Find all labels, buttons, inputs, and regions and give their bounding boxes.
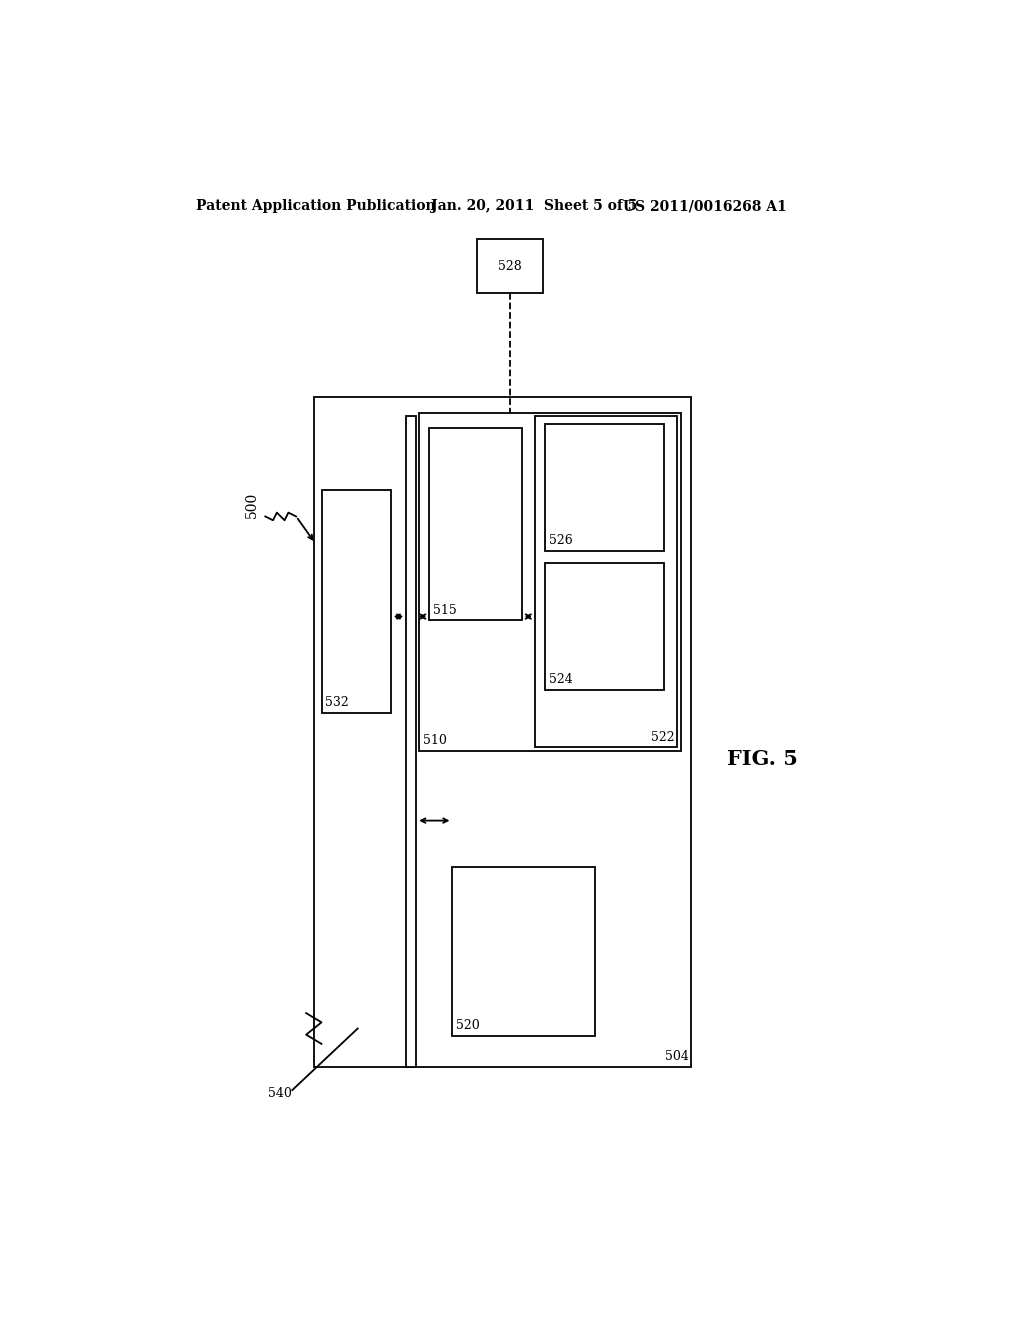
Bar	[313, 397, 691, 1067]
Bar	[545, 562, 665, 689]
Text: US 2011/0016268 A1: US 2011/0016268 A1	[624, 199, 787, 213]
Text: 515: 515	[433, 603, 457, 616]
Text: 522: 522	[651, 730, 675, 743]
Text: 524: 524	[549, 673, 572, 686]
Bar	[535, 416, 677, 747]
Text: Patent Application Publication: Patent Application Publication	[196, 199, 435, 213]
Text: 528: 528	[498, 260, 521, 273]
Text: 510: 510	[423, 734, 447, 747]
Bar	[477, 239, 543, 293]
Text: Jan. 20, 2011  Sheet 5 of 5: Jan. 20, 2011 Sheet 5 of 5	[431, 199, 637, 213]
Text: 532: 532	[326, 696, 349, 709]
Bar	[429, 428, 521, 620]
Text: 520: 520	[457, 1019, 480, 1032]
Text: 526: 526	[549, 535, 572, 548]
Bar	[545, 424, 665, 552]
Bar	[453, 867, 595, 1036]
Bar	[322, 490, 391, 713]
Text: FIG. 5: FIG. 5	[726, 748, 798, 770]
Bar	[407, 416, 416, 1067]
Text: 540: 540	[267, 1088, 292, 1101]
Text: 500: 500	[245, 492, 258, 517]
Bar	[419, 412, 681, 751]
Text: 504: 504	[665, 1051, 689, 1063]
